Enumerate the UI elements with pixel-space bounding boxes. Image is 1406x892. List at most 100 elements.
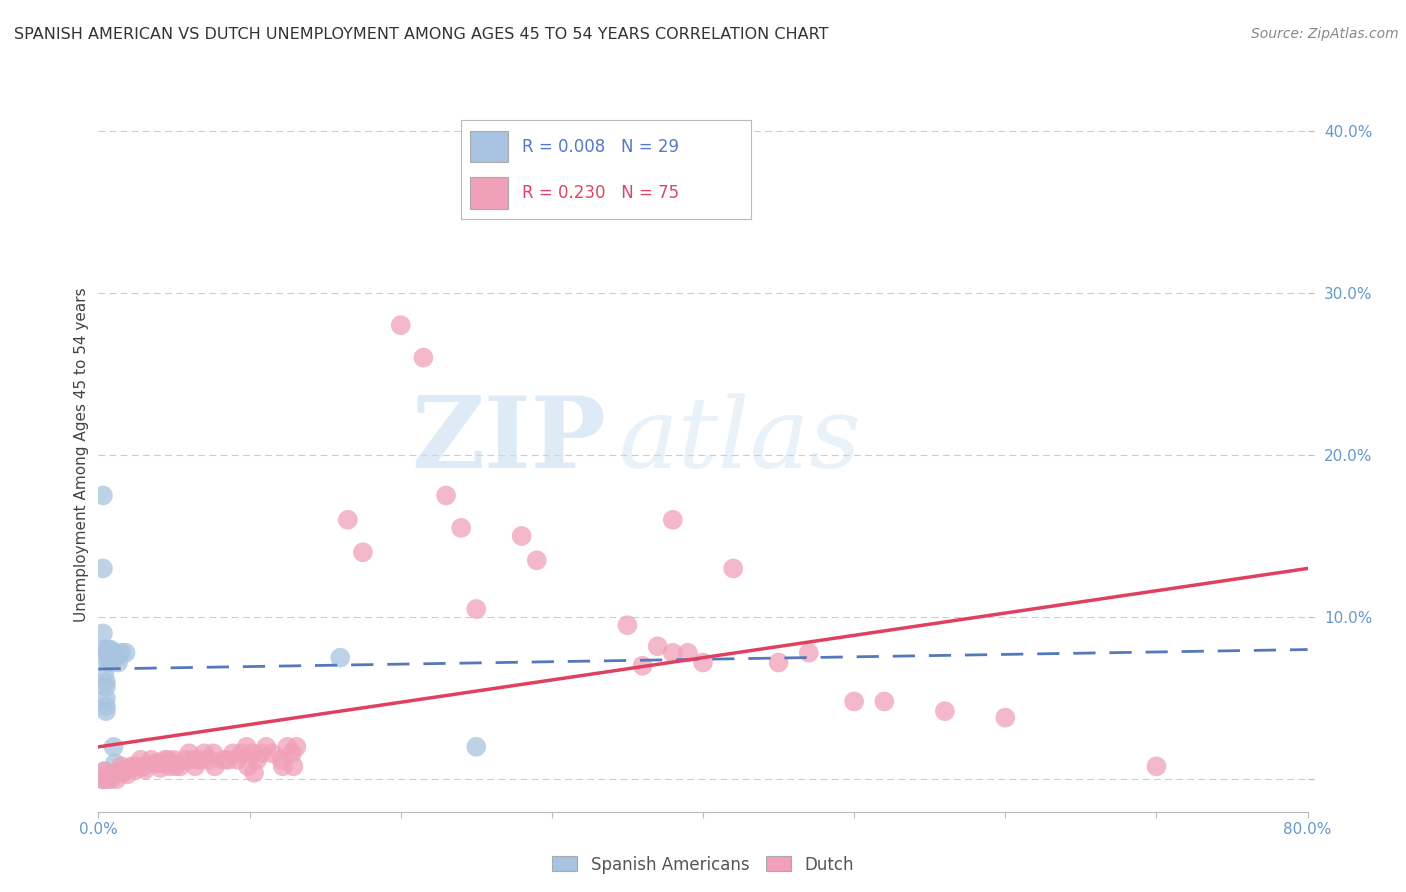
Point (281, 747, 304, 761)
Point (98, 656, 121, 670)
Point (153, 753, 176, 767)
Legend: Spanish Americans, Dutch: Spanish Americans, Dutch (544, 847, 862, 882)
Point (202, 747, 225, 761)
Point (188, 753, 211, 767)
Point (276, 739, 298, 754)
Text: atlas: atlas (619, 393, 860, 488)
Point (676, 646, 699, 660)
Point (149, 761, 172, 775)
Point (93, 642, 115, 657)
Point (692, 656, 714, 670)
Point (352, 545, 374, 559)
Point (768, 656, 790, 670)
Point (121, 759, 143, 773)
Point (134, 763, 156, 777)
Point (283, 759, 305, 773)
Point (222, 747, 245, 761)
Point (93, 666, 115, 681)
Point (103, 646, 125, 660)
Point (110, 759, 132, 773)
Point (236, 759, 259, 773)
Point (91, 561, 114, 575)
Point (797, 646, 820, 660)
Point (217, 753, 239, 767)
Point (844, 694, 866, 708)
Point (101, 650, 124, 665)
Point (336, 513, 359, 527)
Point (96, 772, 118, 787)
Point (661, 646, 683, 660)
Point (114, 646, 136, 660)
Text: SPANISH AMERICAN VS DUTCH UNEMPLOYMENT AMONG AGES 45 TO 54 YEARS CORRELATION CHA: SPANISH AMERICAN VS DUTCH UNEMPLOYMENT A… (14, 27, 828, 42)
Point (412, 351, 434, 365)
Point (91, 772, 114, 787)
Point (129, 753, 152, 767)
Point (100, 772, 122, 787)
Point (1144, 759, 1167, 773)
Text: ZIP: ZIP (412, 392, 606, 489)
Point (212, 753, 235, 767)
Point (250, 747, 273, 761)
Point (434, 488, 457, 502)
Point (141, 753, 163, 767)
Point (114, 763, 136, 777)
Point (159, 759, 181, 773)
Point (184, 759, 207, 773)
Point (107, 656, 129, 670)
Point (873, 694, 896, 708)
Text: Source: ZipAtlas.com: Source: ZipAtlas.com (1251, 27, 1399, 41)
Point (148, 756, 170, 770)
Point (94, 691, 117, 706)
Point (103, 739, 125, 754)
Point (465, 602, 488, 616)
Point (193, 747, 215, 761)
Point (91, 626, 114, 640)
Point (465, 739, 488, 754)
Point (510, 529, 533, 543)
Point (110, 646, 132, 660)
Point (91, 772, 114, 787)
Point (100, 642, 122, 657)
Point (661, 513, 683, 527)
Point (169, 759, 191, 773)
Point (94, 699, 117, 714)
Point (96, 646, 118, 660)
Point (994, 711, 1017, 725)
Point (231, 747, 253, 761)
Point (124, 759, 146, 773)
Point (934, 704, 956, 718)
Point (101, 767, 124, 781)
Point (285, 739, 308, 754)
Y-axis label: Unemployment Among Ages 45 to 54 years: Unemployment Among Ages 45 to 54 years (75, 287, 89, 623)
Point (204, 759, 226, 773)
Point (115, 767, 138, 781)
Point (262, 747, 284, 761)
Point (96, 642, 118, 657)
Point (98, 650, 121, 665)
Point (125, 763, 148, 777)
Point (721, 561, 744, 575)
Point (197, 753, 219, 767)
Point (450, 521, 472, 535)
Point (271, 759, 294, 773)
Point (93, 764, 115, 779)
Point (165, 759, 187, 773)
Point (242, 747, 264, 761)
Point (616, 618, 638, 632)
Point (156, 753, 179, 767)
Point (94, 675, 117, 690)
Point (93, 650, 115, 665)
Point (104, 756, 127, 770)
Point (107, 765, 129, 780)
Point (526, 553, 548, 567)
Point (631, 658, 654, 673)
Point (94, 680, 117, 694)
Point (93, 764, 115, 779)
Point (105, 772, 128, 787)
Point (183, 753, 205, 767)
Point (173, 753, 195, 767)
Point (132, 759, 155, 773)
Point (145, 756, 167, 770)
Point (243, 765, 266, 780)
Point (111, 765, 134, 780)
